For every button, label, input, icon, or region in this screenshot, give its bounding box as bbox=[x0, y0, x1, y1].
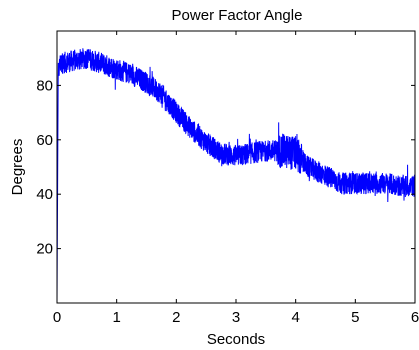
x-tick-label: 1 bbox=[112, 309, 120, 326]
y-tick-label: 80 bbox=[36, 77, 53, 94]
y-tick-label: 40 bbox=[36, 186, 53, 203]
y-tick-label: 60 bbox=[36, 132, 53, 149]
series-layer bbox=[56, 48, 416, 304]
y-axis-label: Degrees bbox=[9, 139, 26, 196]
x-tick-label: 0 bbox=[53, 309, 61, 326]
x-tick-label: 2 bbox=[172, 309, 180, 326]
x-tick-label: 3 bbox=[232, 309, 240, 326]
x-axis-label: Seconds bbox=[207, 331, 265, 348]
chart-title: Power Factor Angle bbox=[172, 7, 303, 24]
x-tick-label: 4 bbox=[291, 309, 299, 326]
tick-layer: 0 1 2 3 4 5 6 20 40 60 80 bbox=[36, 31, 419, 326]
series-line bbox=[56, 48, 416, 304]
x-tick-label: 5 bbox=[351, 309, 359, 326]
x-tick-label: 6 bbox=[411, 309, 419, 326]
y-tick-label: 20 bbox=[36, 241, 53, 258]
